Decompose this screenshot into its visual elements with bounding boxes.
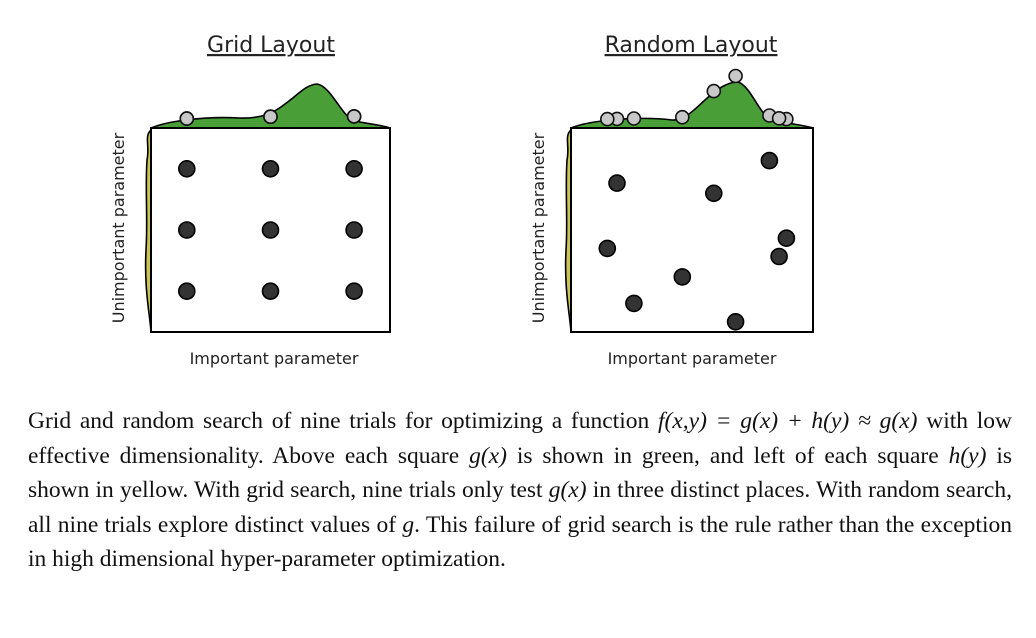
trial-point bbox=[345, 282, 363, 301]
projected-trial-point bbox=[706, 83, 722, 99]
projected-trial-point bbox=[728, 68, 743, 84]
grid-layout-panel: Grid Layout Important parameter Unimport… bbox=[109, 33, 391, 368]
caption-math: h(y) bbox=[948, 442, 987, 469]
trial-point bbox=[760, 151, 779, 170]
random-layout-panel: Random Layout Important parameter Unimpo… bbox=[529, 33, 814, 368]
projected-trial-point bbox=[674, 109, 690, 125]
projected-trial-point bbox=[771, 111, 787, 126]
projected-points bbox=[179, 109, 362, 126]
trial-point bbox=[261, 160, 280, 178]
y-axis-label: Unimportant parameter bbox=[529, 132, 548, 323]
trial-point bbox=[625, 294, 643, 313]
x-axis-label: Important parameter bbox=[190, 349, 359, 368]
h-function-curve bbox=[564, 128, 572, 333]
caption-text: is shown in yellow. With grid search, ni… bbox=[28, 442, 1013, 504]
caption-text: is shown in green, and left of each squa… bbox=[506, 442, 949, 469]
x-axis-label: Important parameter bbox=[608, 349, 777, 368]
trial-point bbox=[345, 160, 363, 178]
projected-trial-point bbox=[179, 111, 195, 126]
projected-trial-point bbox=[599, 111, 615, 127]
trial-point bbox=[726, 312, 745, 331]
panel-title: Grid Layout bbox=[207, 33, 335, 58]
caption-math: g(x) bbox=[548, 477, 587, 503]
trial-point bbox=[770, 247, 788, 266]
caption-math: g(x) bbox=[469, 442, 507, 469]
figure-caption: Grid and random search of nine trials fo… bbox=[28, 404, 1012, 577]
projected-points bbox=[599, 68, 794, 127]
trial-point bbox=[704, 184, 723, 203]
caption-math: f(x,y) = g(x) + h(y) ≈ g(x) bbox=[657, 408, 918, 434]
caption-math: g bbox=[402, 511, 415, 538]
panel-title: Random Layout bbox=[605, 33, 778, 58]
trial-points bbox=[178, 160, 363, 301]
projected-trial-point bbox=[263, 109, 278, 124]
trial-point bbox=[178, 160, 196, 178]
trial-point bbox=[261, 282, 280, 301]
caption-text: with low effective dimensionality. Above… bbox=[28, 408, 1013, 469]
trial-point bbox=[673, 268, 692, 286]
trial-point bbox=[178, 282, 196, 301]
trial-points bbox=[598, 151, 796, 331]
h-function-curve bbox=[144, 128, 152, 333]
trial-point bbox=[608, 174, 626, 192]
projected-trial-point bbox=[346, 109, 362, 124]
trial-point bbox=[777, 229, 796, 247]
trial-point bbox=[345, 221, 363, 239]
figure: Grid Layout Important parameter Unimport… bbox=[109, 33, 814, 368]
trial-point bbox=[178, 221, 196, 239]
y-axis-label: Unimportant parameter bbox=[109, 132, 128, 323]
trial-point bbox=[261, 221, 280, 239]
projected-trial-point bbox=[626, 111, 642, 126]
caption-text: Grid and random search of nine trials fo… bbox=[28, 408, 658, 434]
caption-text: in three distinct places. With random se… bbox=[28, 477, 1012, 538]
trial-point bbox=[598, 239, 617, 258]
caption-text: . This failure of grid search is the rul… bbox=[28, 511, 1012, 573]
